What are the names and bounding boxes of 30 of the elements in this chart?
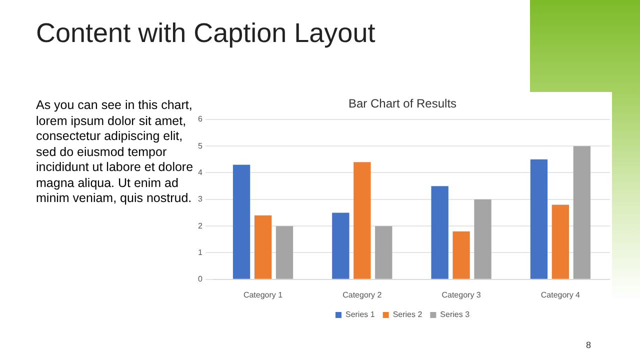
x-tick-label: Category 4 [540, 290, 581, 300]
chart-title: Bar Chart of Results [348, 96, 457, 111]
bar [431, 186, 448, 279]
bar [452, 231, 470, 279]
bar [530, 159, 548, 279]
text: As you can see in this chart, lorem ipsum dolor sit amet, consectetur adipiscing elit, sed do eiusmod tempor incididunt ut labore et dolore magna aliqua. Ut enim ad minim veniam, quis nostrud. [36, 98, 194, 205]
x-tick-label: Category 3 [442, 290, 482, 300]
bar [573, 146, 591, 279]
legend-label: Series 3 [440, 310, 470, 320]
text: Content with Caption Layout [36, 18, 376, 49]
y-tick-label: 0 [198, 274, 203, 284]
legend-label: Series 1 [345, 310, 376, 320]
text: 8 [586, 340, 592, 350]
bar [375, 226, 392, 279]
y-tick-label: 4 [198, 168, 203, 177]
legend-label: Series 2 [392, 310, 423, 320]
y-tick-label: 5 [198, 141, 203, 150]
bar [474, 199, 492, 279]
bar [354, 162, 371, 279]
x-tick-label: Category 2 [342, 290, 382, 300]
y-tick-label: 3 [198, 194, 203, 204]
bar [254, 215, 272, 279]
bar [332, 212, 350, 279]
y-tick-label: 6 [198, 114, 203, 124]
y-tick-label: 1 [198, 248, 203, 257]
bar [552, 204, 570, 279]
y-tick-label: 2 [198, 221, 203, 230]
x-tick-label: Category 1 [243, 290, 284, 300]
bar [232, 164, 250, 279]
bar [276, 226, 294, 279]
